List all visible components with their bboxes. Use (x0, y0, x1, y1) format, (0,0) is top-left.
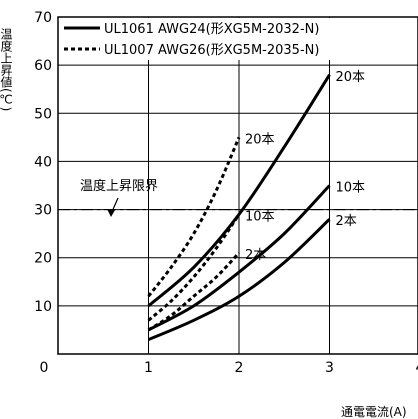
curve-ul1007-4 (147, 213, 241, 322)
curve-label-ul1061-0: 20本 (336, 70, 366, 85)
curve-ul1007-5 (147, 251, 241, 332)
y-tick-70: 70 (34, 10, 52, 26)
y-axis-label: 温度上昇値(℃) (0, 28, 13, 112)
y-tick-60: 60 (34, 58, 52, 74)
y-tick-40: 40 (34, 154, 52, 170)
x-tick-1: 1 (144, 360, 153, 376)
legend-label-dotted: UL1007 AWG26(形XG5M-2035-N) (104, 43, 319, 58)
x-axis-label: 通電電流(A) (341, 405, 407, 419)
y-tick-50: 50 (34, 106, 52, 122)
y-tick-30: 30 (34, 203, 52, 219)
plot-frame (57, 16, 418, 355)
curve-label-ul1061-2: 2本 (336, 214, 357, 229)
origin-label: 0 (40, 360, 49, 376)
curve-label-ul1007-4: 10本 (245, 209, 275, 224)
limit-line-group: 温度上昇限界 (58, 178, 418, 217)
curve-label-ul1007-5: 2本 (245, 248, 266, 263)
x-tick-3: 3 (325, 360, 334, 376)
x-tick-4: 4 (416, 360, 418, 376)
legend-label-solid: UL1061 AWG24(形XG5M-2032-N) (104, 22, 319, 37)
legend: UL1061 AWG24(形XG5M-2032-N) UL1007 AWG26(… (60, 18, 370, 60)
y-tick-20: 20 (34, 251, 52, 267)
x-tick-2: 2 (235, 360, 244, 376)
curve-ul1007-3 (147, 136, 241, 298)
curve-label-ul1007-3: 20本 (245, 132, 275, 147)
tick-labels: 1 2 3 4 10 20 30 40 50 60 70 0 (34, 10, 418, 376)
limit-line-label: 温度上昇限界 (80, 178, 158, 194)
curve-ul1061-0 (147, 73, 331, 307)
grid-lines (58, 17, 418, 354)
curve-ul1061-2 (147, 218, 331, 341)
limit-line-arrowhead (107, 209, 115, 217)
legend-box (60, 18, 370, 60)
curves-group: 20本 10本 2本 20本 10本 2本 (147, 70, 366, 341)
curve-label-ul1061-1: 10本 (336, 181, 366, 196)
curve-ul1061-1 (147, 184, 331, 332)
svg-text:温度上昇値(℃): 温度上昇値(℃) (0, 28, 13, 112)
y-tick-10: 10 (34, 299, 52, 315)
